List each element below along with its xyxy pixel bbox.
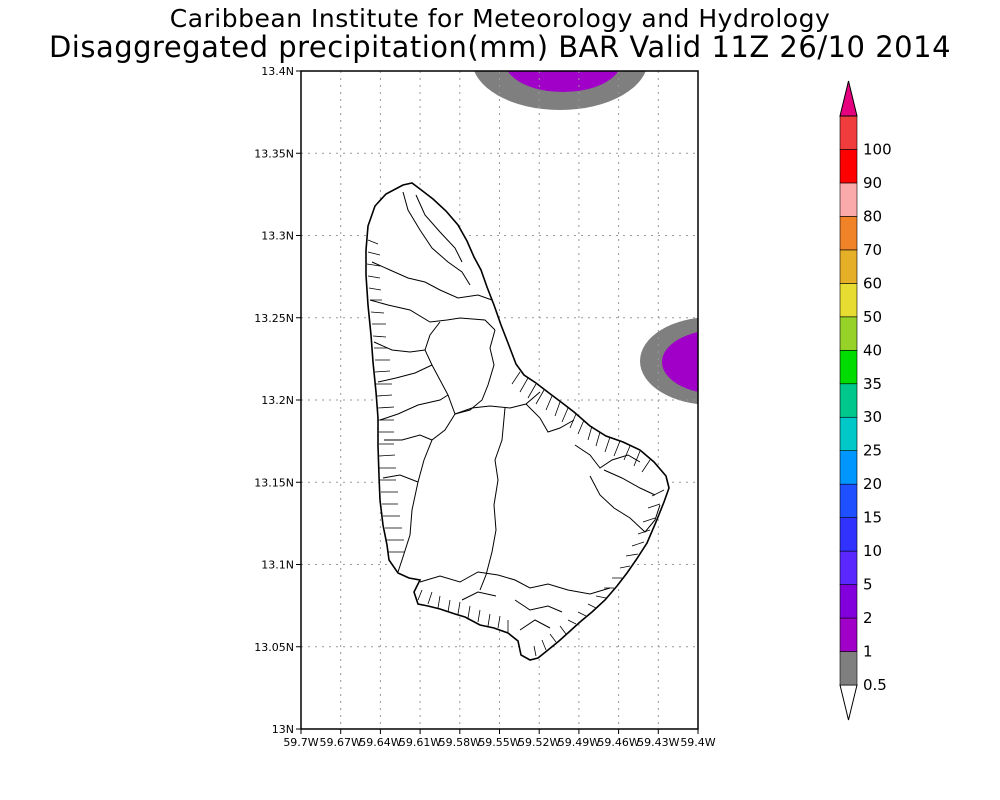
colorbar-swatch xyxy=(839,416,858,452)
catchment-boundary xyxy=(574,444,641,469)
colorbar-over-triangle xyxy=(839,80,858,117)
lat-tick-label: 13.25N xyxy=(254,312,294,325)
lon-tick-label: 59.46W xyxy=(597,736,639,749)
catchment-boundary xyxy=(382,474,419,483)
catchment-boundary xyxy=(377,364,433,383)
coastal-drainage xyxy=(366,239,665,657)
colorbar-swatch xyxy=(839,349,858,385)
east-offshore-cell xyxy=(640,317,698,405)
latitude-axis: 13N 13.05N 13.1N 13.15N 13.2N 13.25N 13.3N 13.3… xyxy=(254,65,301,736)
precip-band-1 xyxy=(507,71,619,92)
colorbar-swatch xyxy=(839,149,858,184)
lon-tick-label: 59.58W xyxy=(439,736,481,749)
catchment-boundary xyxy=(379,394,449,421)
catchment-boundary xyxy=(525,403,575,433)
catchment-boundary xyxy=(415,194,463,263)
lon-tick-label: 59.43W xyxy=(637,736,679,749)
catchment-boundary xyxy=(479,407,506,591)
colorbar-swatch xyxy=(839,483,858,518)
colorbar-label: 1 xyxy=(863,643,873,661)
colorbar-label: 80 xyxy=(863,207,882,225)
colorbar-label: 60 xyxy=(863,274,882,292)
colorbar-label: 5 xyxy=(863,576,873,594)
colorbar-label: 90 xyxy=(863,174,882,192)
title-line-2: Disaggregated precipitation(mm) BAR Vali… xyxy=(48,30,952,64)
catchment-boundary xyxy=(371,261,493,301)
barbados-island xyxy=(365,182,670,661)
lon-tick-label: 59.64W xyxy=(359,736,401,749)
colorbar-label: 100 xyxy=(863,140,892,158)
lon-tick-label: 59.49W xyxy=(558,736,600,749)
colorbar-swatch xyxy=(839,651,858,686)
colorbar-swatch xyxy=(839,115,858,150)
colorbar-label: 2 xyxy=(863,609,873,627)
longitude-axis: 59.7W 59.67W59.64W59.61W59.58W59.55W59.52… xyxy=(283,729,716,749)
colorbar-swatch xyxy=(839,383,858,418)
colorbar-swatch xyxy=(839,216,858,251)
precip-band-0.5 xyxy=(474,71,646,110)
colorbar-swatch xyxy=(839,584,858,619)
lat-tick-label: 13N xyxy=(272,723,294,736)
colorbar-swatch xyxy=(839,316,858,351)
colorbar-label: 10 xyxy=(863,542,882,560)
catchment-boundary xyxy=(589,475,661,533)
lat-tick-label: 13.15N xyxy=(254,476,294,489)
catchment-boundary xyxy=(373,341,426,353)
colorbar-label: 20 xyxy=(863,475,882,493)
colorbar-swatch xyxy=(839,517,858,552)
catchment-boundary xyxy=(461,591,497,601)
colorbar-label: 30 xyxy=(863,408,882,426)
lon-tick-label: 59.67W xyxy=(320,736,362,749)
lon-tick-label: 59.4W xyxy=(680,736,715,749)
lat-tick-label: 13.35N xyxy=(254,147,294,160)
lon-tick-label: 59.61W xyxy=(399,736,441,749)
catchment-boundary xyxy=(419,571,611,595)
colorbar-label: 15 xyxy=(863,509,882,527)
colorbar-swatch xyxy=(839,550,858,585)
lat-tick-label: 13.3N xyxy=(261,230,294,243)
lat-tick-label: 13.4N xyxy=(261,65,294,78)
island-coastline xyxy=(365,182,670,661)
colorbar-label: 35 xyxy=(863,375,882,393)
precip-layer xyxy=(474,71,698,405)
colorbar-swatch xyxy=(839,617,858,652)
lon-tick-label: 59.7W xyxy=(283,736,318,749)
catchment-boundary xyxy=(519,619,551,631)
lon-tick-label: 59.52W xyxy=(518,736,560,749)
catchment-boundary xyxy=(384,434,433,441)
colorbar-label: 40 xyxy=(863,341,882,359)
catchment-boundary xyxy=(369,299,496,331)
colorbar-label: 25 xyxy=(863,442,882,460)
title-line-1: Caribbean Institute for Meteorology and … xyxy=(169,4,831,33)
catchment-boundary xyxy=(454,391,541,415)
precip-band-1 xyxy=(662,332,698,392)
colorbar-label: 70 xyxy=(863,241,882,259)
lat-tick-label: 13.05N xyxy=(254,641,294,654)
lon-tick-label: 59.55W xyxy=(478,736,520,749)
lat-tick-label: 13.1N xyxy=(261,559,294,572)
colorbar-under-triangle xyxy=(839,684,858,721)
colorbar-label: 50 xyxy=(863,308,882,326)
catchment-boundary xyxy=(402,191,471,286)
precip-band-0.5 xyxy=(640,317,698,405)
catchment-boundary xyxy=(514,599,563,613)
lat-tick-label: 13.2N xyxy=(261,394,294,407)
colorbar-swatch xyxy=(839,283,858,318)
colorbar-swatch xyxy=(839,450,858,485)
colorbar-swatch xyxy=(839,182,858,217)
catchment-boundary xyxy=(603,469,656,496)
colorbar-swatch xyxy=(839,249,858,284)
north-offshore-cell xyxy=(474,71,646,110)
colorbar-label: 0.5 xyxy=(863,676,887,694)
